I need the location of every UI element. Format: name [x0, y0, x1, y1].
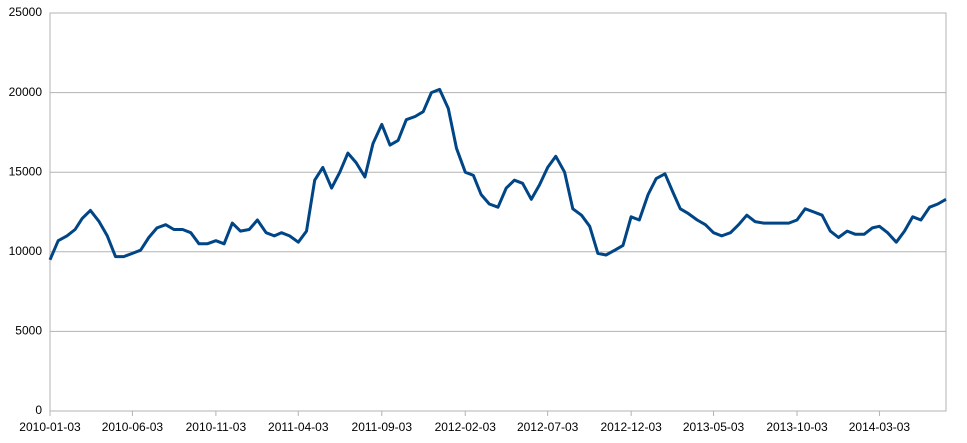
y-tick-label: 20000	[9, 85, 43, 99]
plot-border	[49, 12, 947, 412]
y-tick-label: 10000	[9, 244, 43, 258]
y-tick-label: 15000	[9, 164, 43, 178]
x-tick-label: 2014-03-03	[849, 420, 911, 434]
y-tick-label: 25000	[9, 5, 43, 19]
x-tick-label: 2012-12-03	[600, 420, 662, 434]
x-tick-label: 2010-06-03	[102, 420, 164, 434]
x-tick-label: 2013-05-03	[683, 420, 745, 434]
x-tick-label: 2012-02-03	[435, 420, 497, 434]
x-tick-label: 2011-09-03	[352, 420, 413, 434]
x-tick-label: 2013-10-03	[766, 420, 828, 434]
x-tick-label: 2010-11-03	[186, 420, 247, 434]
x-tick-label: 2010-01-03	[19, 420, 81, 434]
x-tick-label: 2012-07-03	[517, 420, 579, 434]
x-tick-label: 2011-04-03	[268, 420, 329, 434]
y-tick-label: 5000	[15, 324, 42, 338]
y-tick-label: 0	[35, 403, 42, 417]
data-line	[48, 87, 947, 261]
